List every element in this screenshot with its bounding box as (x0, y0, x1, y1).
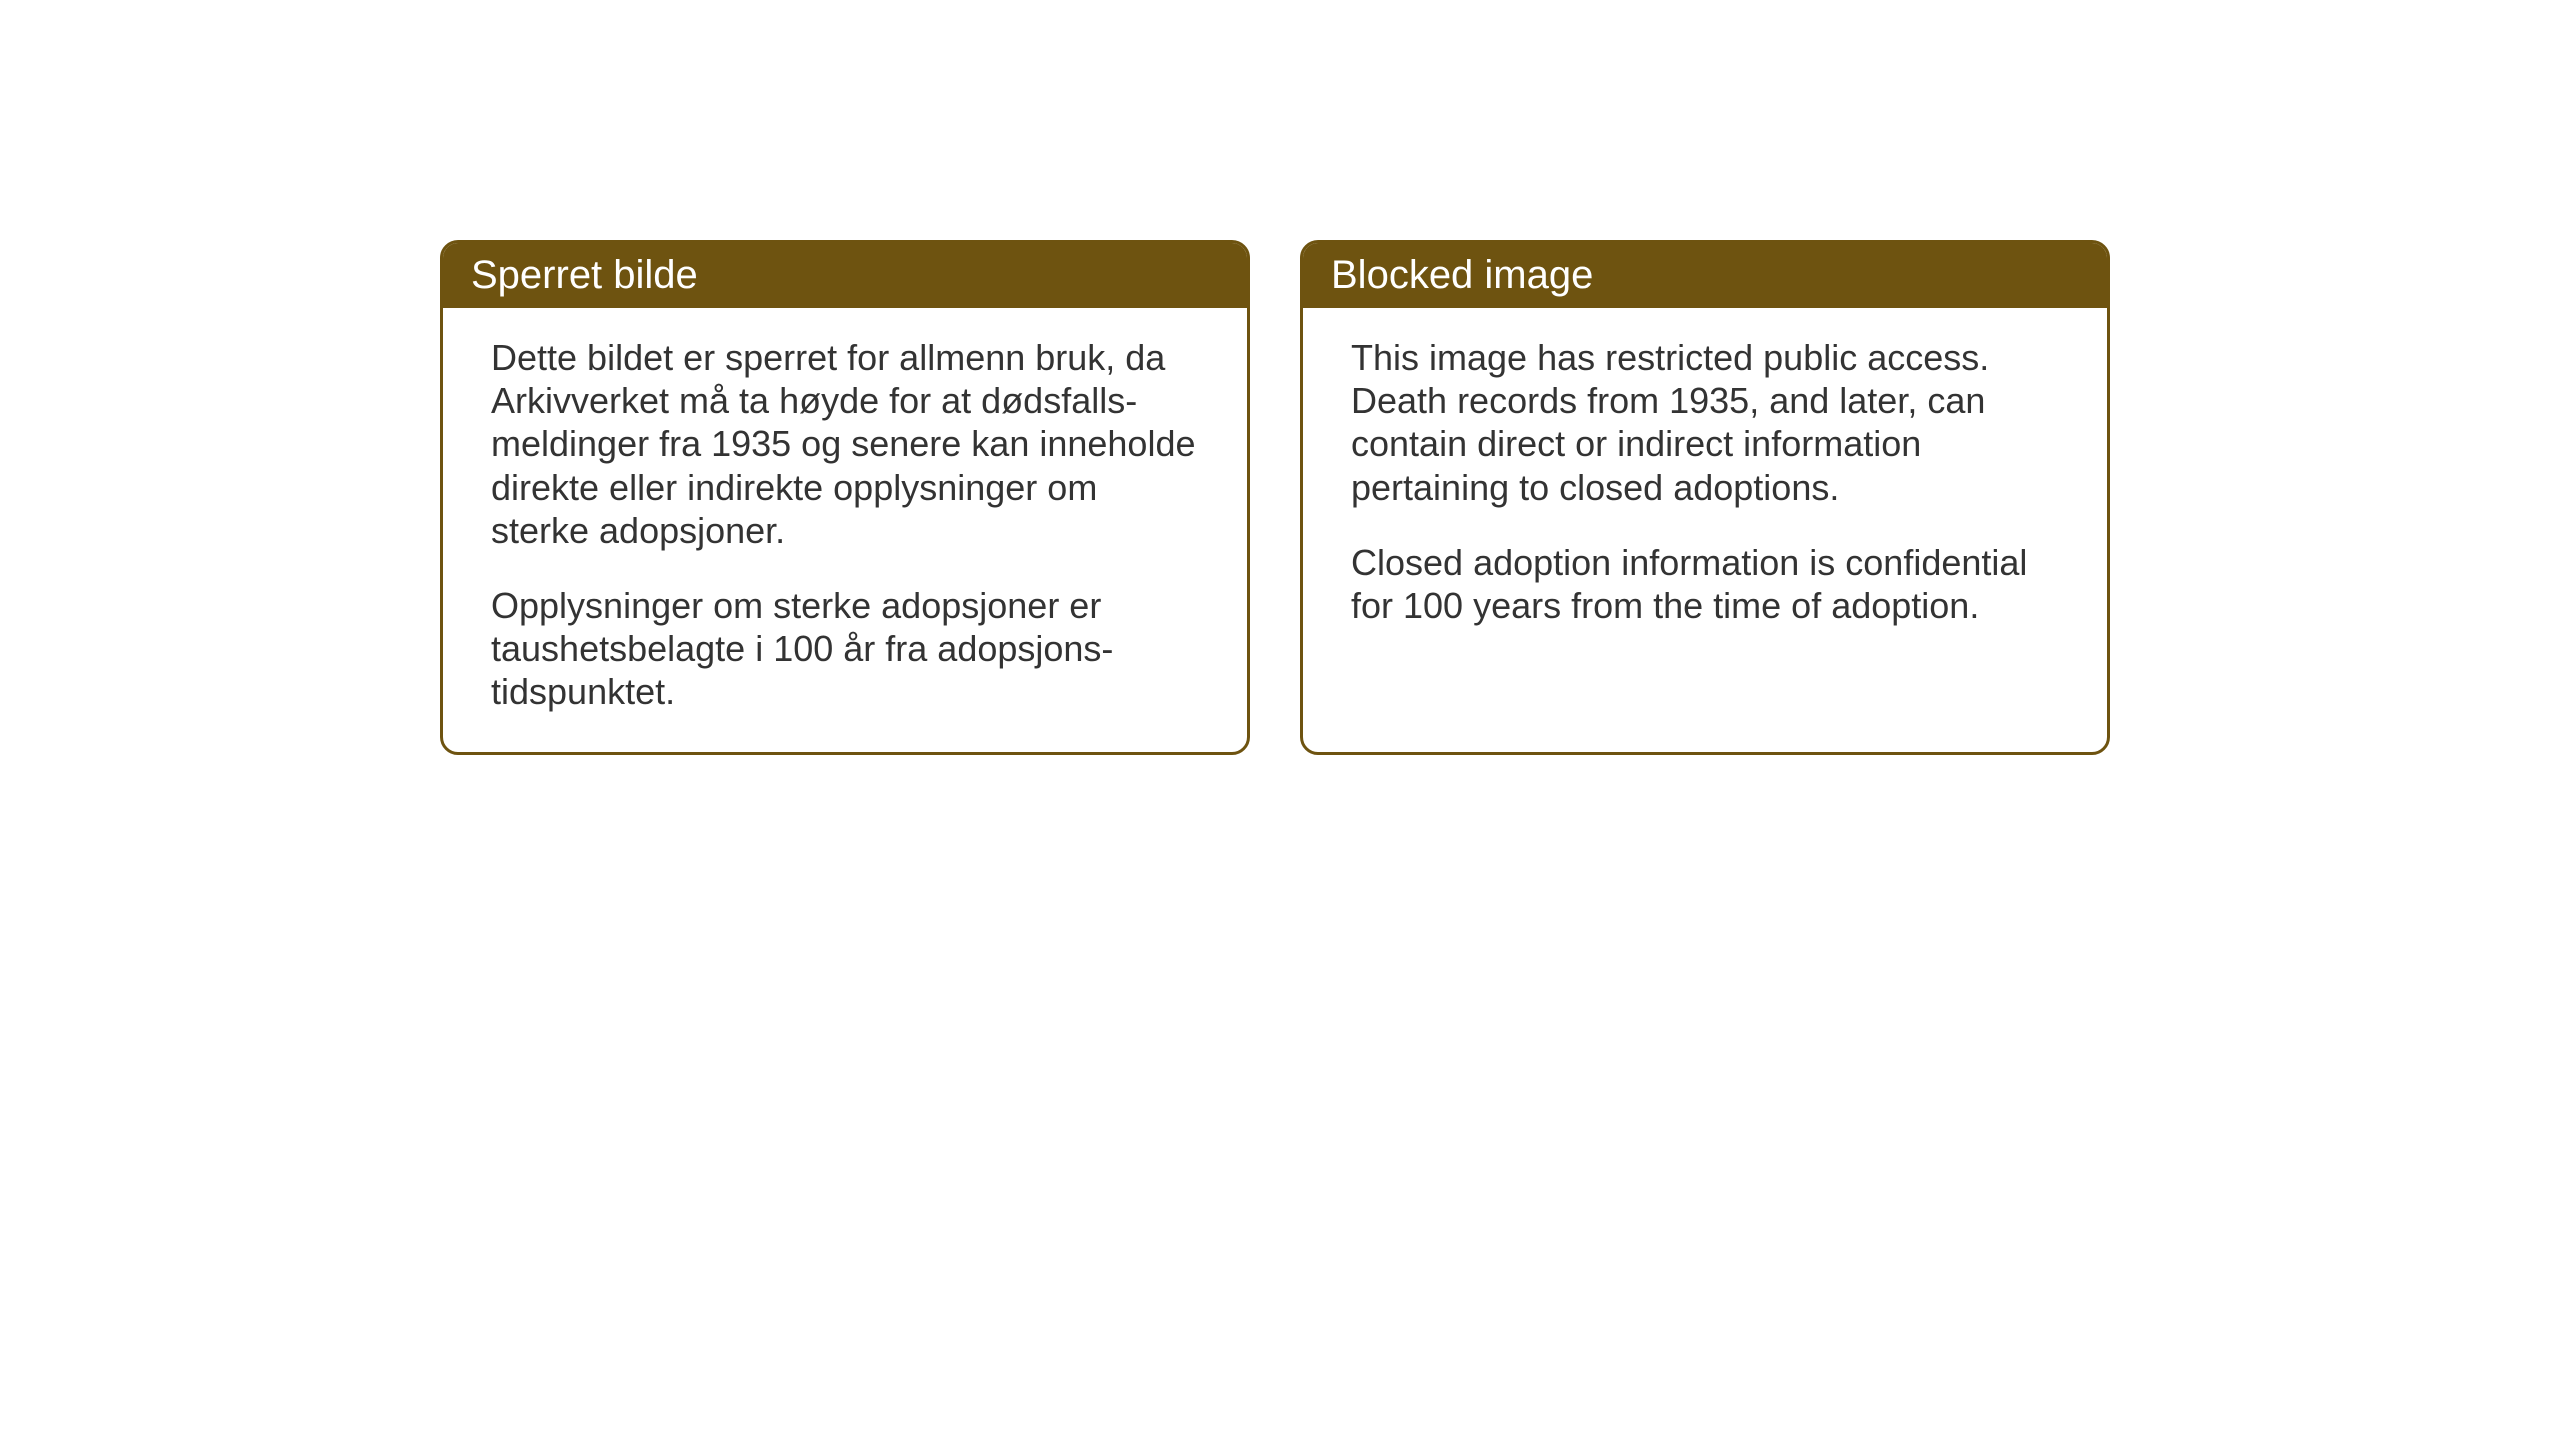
english-card: Blocked image This image has restricted … (1300, 240, 2110, 755)
norwegian-card-title: Sperret bilde (443, 243, 1247, 308)
info-cards-container: Sperret bilde Dette bildet er sperret fo… (440, 240, 2110, 755)
english-card-title: Blocked image (1303, 243, 2107, 308)
norwegian-paragraph-2: Opplysninger om sterke adopsjoner er tau… (491, 584, 1199, 714)
norwegian-card-body: Dette bildet er sperret for allmenn bruk… (443, 308, 1247, 752)
norwegian-paragraph-1: Dette bildet er sperret for allmenn bruk… (491, 336, 1199, 552)
norwegian-card: Sperret bilde Dette bildet er sperret fo… (440, 240, 1250, 755)
english-card-body: This image has restricted public access.… (1303, 308, 2107, 748)
english-paragraph-2: Closed adoption information is confident… (1351, 541, 2059, 627)
english-paragraph-1: This image has restricted public access.… (1351, 336, 2059, 509)
